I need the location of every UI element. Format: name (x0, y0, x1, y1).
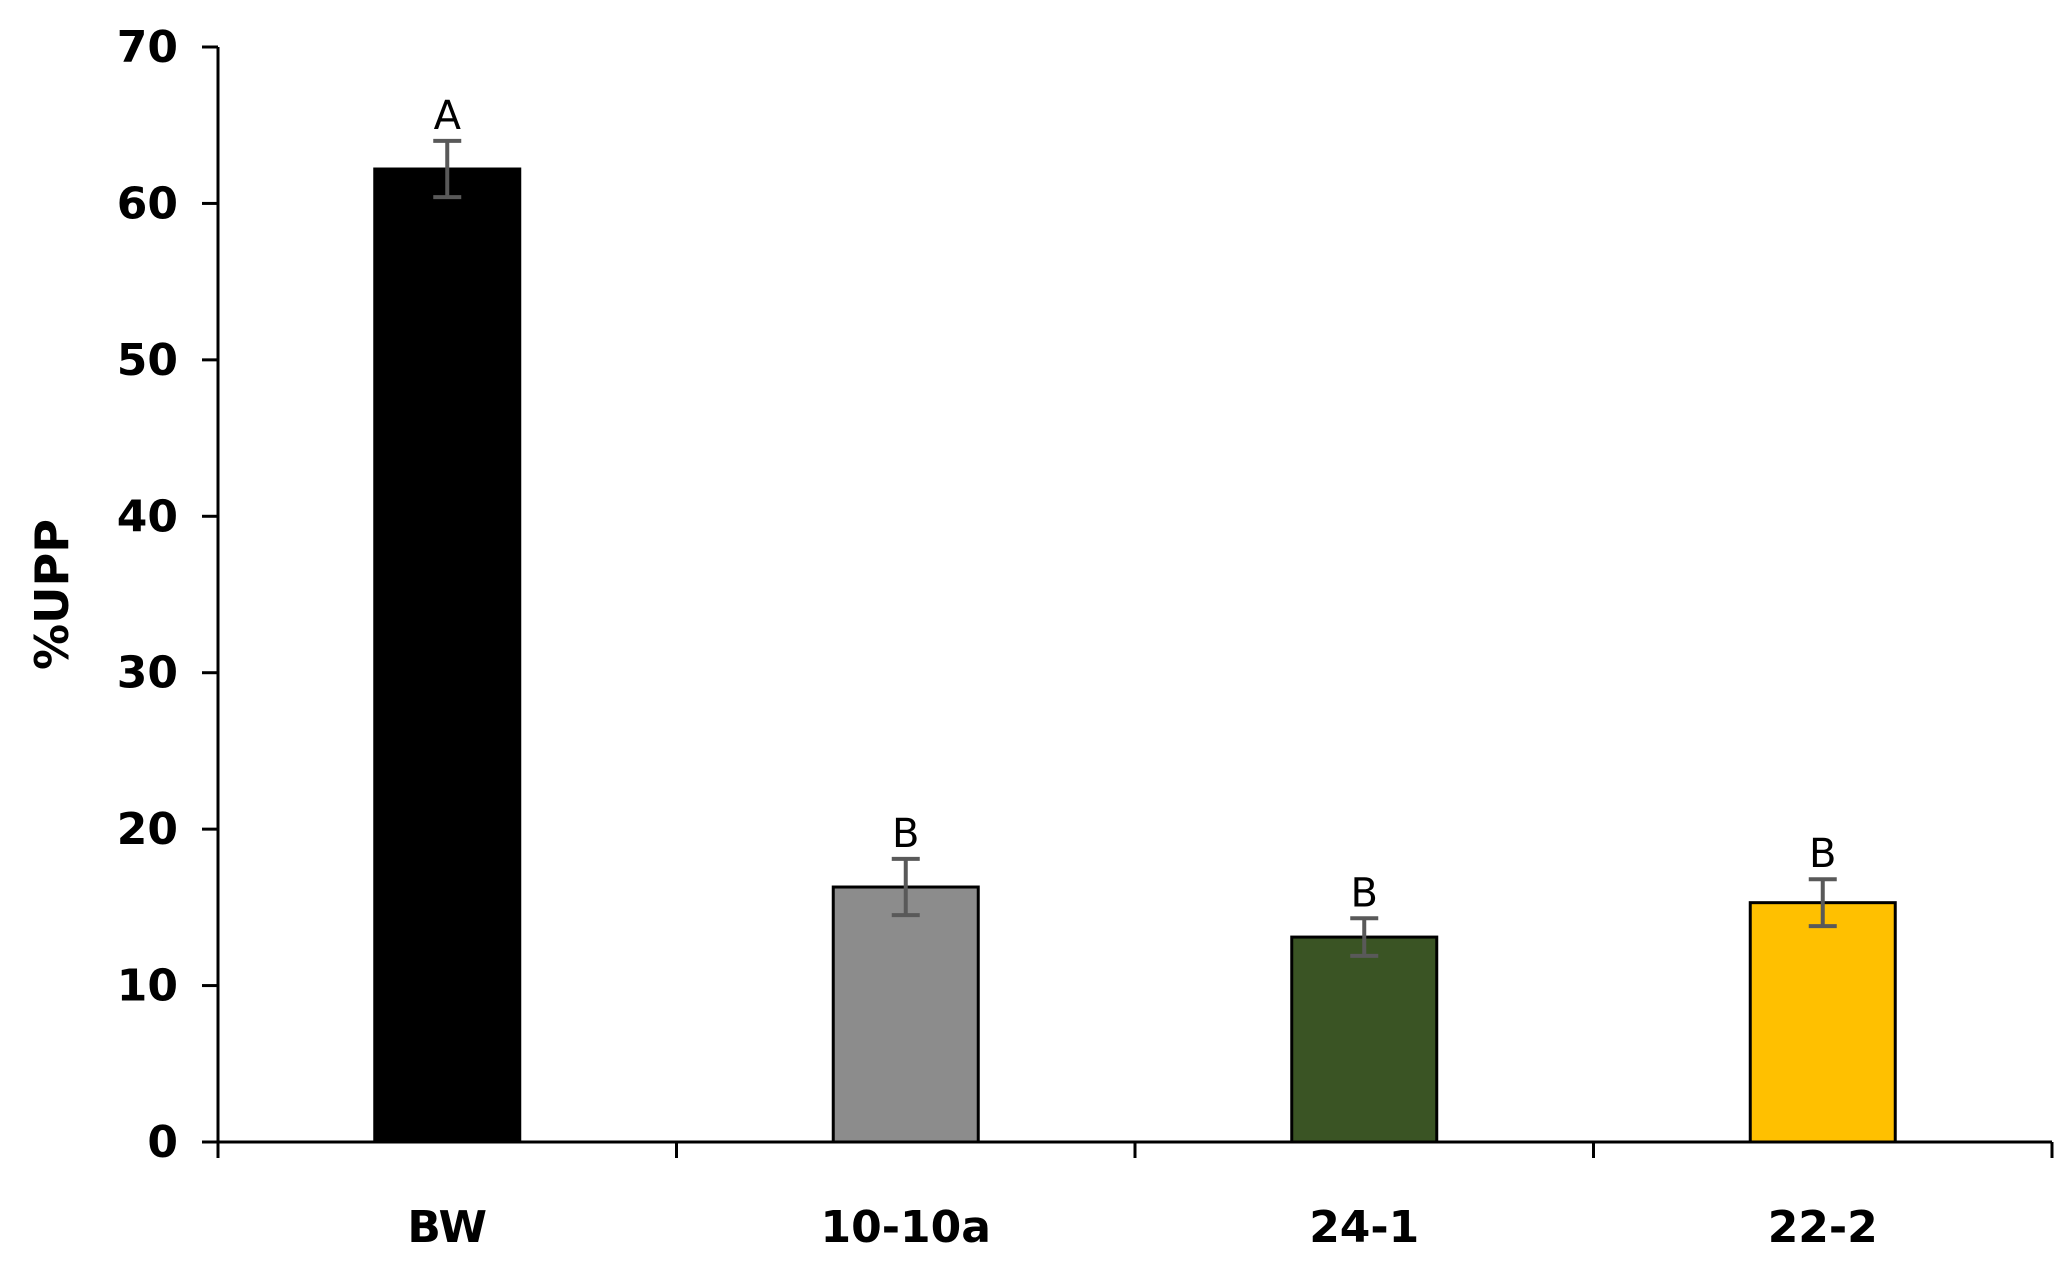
y-tick-label: 70 (117, 22, 178, 73)
y-tick-label: 50 (117, 335, 178, 386)
significance-label: A (434, 93, 462, 139)
y-tick-label: 60 (117, 178, 178, 229)
bar-22-2 (1748, 901, 1897, 1144)
significance-label: B (1809, 831, 1836, 877)
bar-24-1 (1290, 935, 1439, 1144)
y-axis-title: %UPP (25, 519, 79, 670)
bar-BW (373, 167, 522, 1144)
x-tick-label: BW (407, 1202, 487, 1253)
x-tick-label: 22-2 (1768, 1202, 1878, 1253)
y-tick-label: 30 (117, 648, 178, 699)
y-tick-label: 20 (117, 804, 178, 855)
y-tick-label: 0 (147, 1117, 178, 1168)
y-tick-label: 10 (117, 961, 178, 1012)
bar-10-10a (831, 885, 980, 1144)
x-tick-label: 24-1 (1309, 1202, 1419, 1253)
significance-label: B (1351, 870, 1378, 916)
x-tick-label: 10-10a (821, 1202, 991, 1253)
plot-area: 0 10 20 30 40 50 60 70 %UPP A BW B 10-10a B 24-1 B 22-2 (25, 22, 2054, 1253)
significance-label: B (892, 811, 919, 857)
y-tick-label: 40 (117, 491, 178, 542)
